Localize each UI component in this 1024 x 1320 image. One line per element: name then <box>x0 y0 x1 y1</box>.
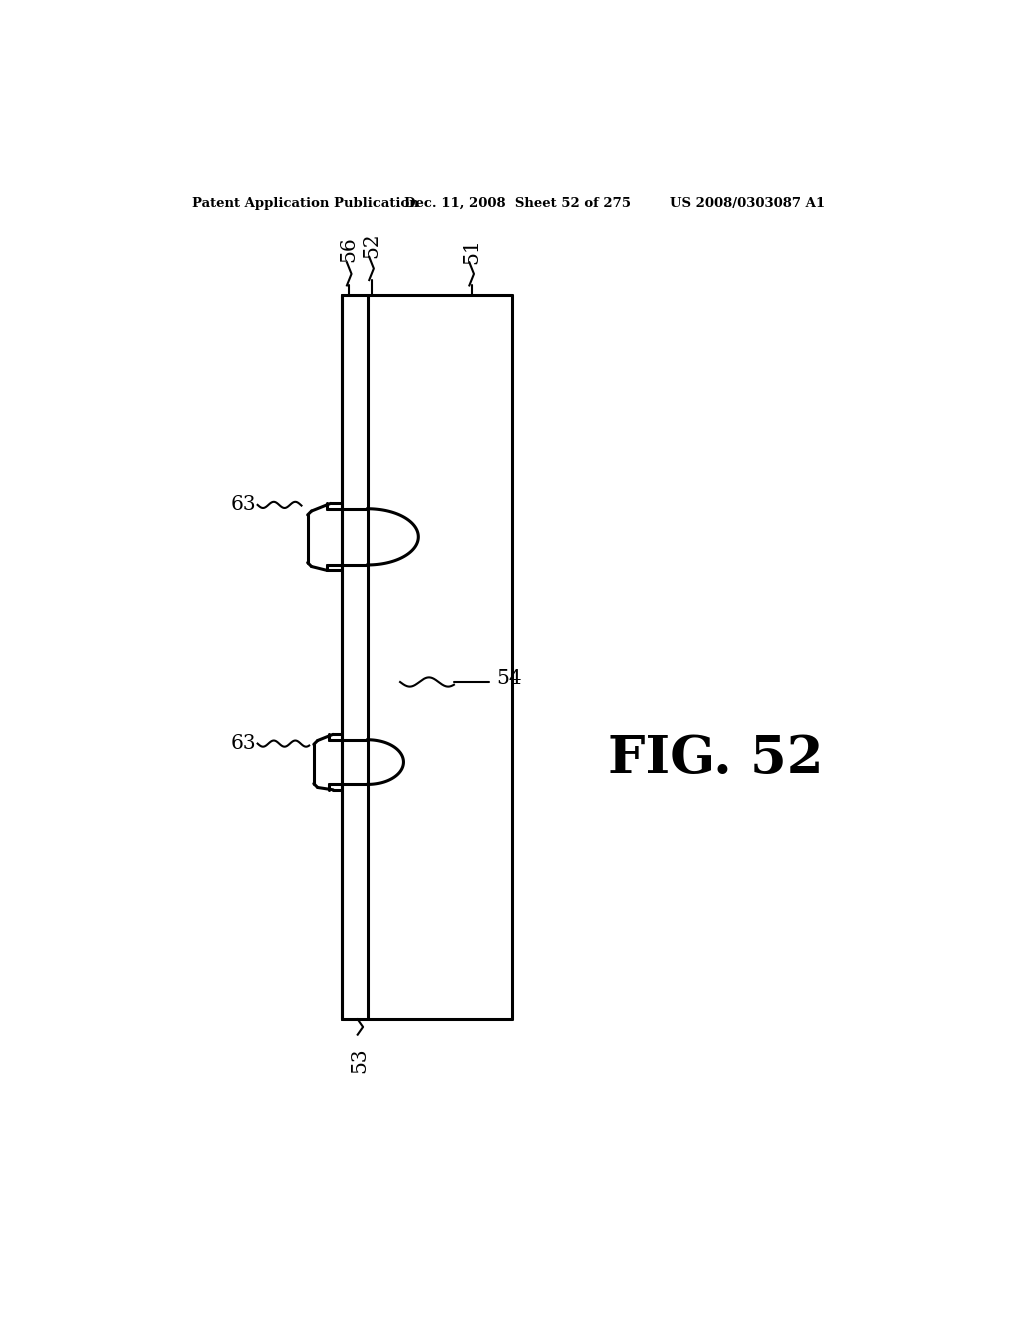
Text: 52: 52 <box>362 232 381 259</box>
Text: 56: 56 <box>340 236 358 263</box>
Text: 51: 51 <box>462 238 481 264</box>
Text: Patent Application Publication: Patent Application Publication <box>193 197 419 210</box>
Text: FIG. 52: FIG. 52 <box>608 734 823 784</box>
Text: 53: 53 <box>350 1048 370 1073</box>
Text: 54: 54 <box>497 669 522 688</box>
Text: US 2008/0303087 A1: US 2008/0303087 A1 <box>670 197 824 210</box>
Text: Dec. 11, 2008  Sheet 52 of 275: Dec. 11, 2008 Sheet 52 of 275 <box>403 197 631 210</box>
Text: 63: 63 <box>230 734 256 754</box>
Text: 63: 63 <box>230 495 256 515</box>
